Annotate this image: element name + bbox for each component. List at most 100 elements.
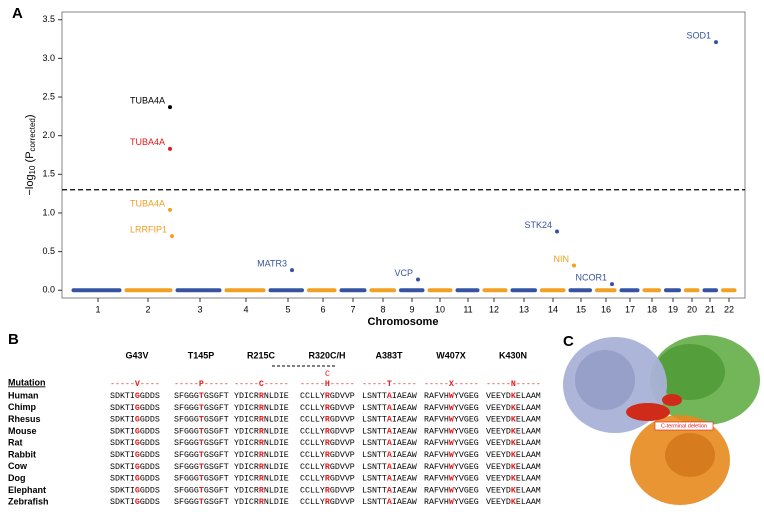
mutation-header: W407X (436, 350, 466, 360)
sequence: SFGGGTGSGFT (174, 451, 229, 460)
point (168, 146, 172, 151)
panel-label: C (563, 333, 574, 350)
sequence: SFGGGTGSGFT (174, 404, 229, 413)
x-tick-label: 12 (489, 304, 499, 314)
point (170, 234, 174, 239)
sequence: RAFVHWYVGEG (424, 475, 479, 484)
mutation-header: R215C (247, 350, 276, 360)
mutation-marker: -----P----- (174, 380, 229, 389)
chromosome-segment (510, 288, 537, 293)
sequence: VEEYDKELAAM (486, 487, 541, 496)
x-tick-label: 10 (435, 304, 445, 314)
point (168, 207, 172, 212)
x-tick-label: 1 (95, 304, 100, 314)
sequence: VEEYDKELAAM (486, 439, 541, 448)
point (714, 40, 718, 45)
mutation-header: R320C/H (308, 350, 345, 360)
sequence: CCLLYRGDVVP (300, 439, 355, 448)
sequence: RAFVHWYVGEG (424, 392, 479, 401)
panel-label: B (8, 331, 19, 348)
sequence: YDICRRNLDIE (234, 475, 289, 484)
point-label: NIN (554, 254, 570, 264)
sequence: SDKTIGGDDS (110, 451, 160, 460)
sequence: YDICRRNLDIE (234, 498, 289, 507)
chromosome-segment (702, 288, 718, 293)
chromosome-segment (664, 288, 681, 293)
sequence: SDKTIGGDDS (110, 463, 160, 472)
sequence: CCLLYRGDVVP (300, 498, 355, 507)
sequence: CCLLYRGDVVP (300, 463, 355, 472)
point-label: LRRFIP1 (130, 225, 167, 235)
sequence: LSNTTAIAEAW (362, 498, 417, 507)
species: Rhesus (8, 414, 41, 424)
sequence: VEEYDKELAAM (486, 392, 541, 401)
species: Mouse (8, 426, 37, 436)
sequence: RAFVHWYVGEG (424, 428, 479, 437)
species: Rat (8, 438, 23, 448)
sequence: SFGGGTGSGFT (174, 439, 229, 448)
sequence: YDICRRNLDIE (234, 392, 289, 401)
species: Cow (8, 461, 28, 471)
sequence: VEEYDKELAAM (486, 463, 541, 472)
chromosome-segment (339, 288, 367, 293)
x-tick-label: 18 (647, 304, 657, 314)
panel-label: A (12, 5, 23, 22)
sequence: RAFVHWYVGEG (424, 451, 479, 460)
sequence: CCLLYRGDVVP (300, 451, 355, 460)
point-label: NCOR1 (575, 272, 607, 282)
y-tick-label: 3.0 (42, 53, 55, 63)
y-tick-label: 3.5 (42, 14, 55, 24)
x-tick-label: 15 (576, 304, 586, 314)
y-tick-label: 2.5 (42, 91, 55, 101)
chromosome-segment (684, 288, 700, 293)
sequence: RAFVHWYVGEG (424, 439, 479, 448)
mutation-row-label: Mutation (8, 377, 46, 387)
x-tick-label: 11 (463, 304, 472, 314)
chromosome-segment (268, 288, 304, 293)
chromosome-segment (427, 288, 453, 293)
chromosome-segment (595, 288, 617, 293)
sequence: CCLLYRGDVVP (300, 416, 355, 425)
sequence: LSNTTAIAEAW (362, 404, 417, 413)
x-tick-label: 16 (601, 304, 611, 314)
sequence: LSNTTAIAEAW (362, 428, 417, 437)
chromosome-segment (482, 288, 508, 293)
sequence: LSNTTAIAEAW (362, 463, 417, 472)
chromosome-segment (540, 288, 566, 293)
plot-frame (61, 11, 746, 299)
point (168, 105, 172, 110)
chromosome-segment (455, 288, 480, 293)
mutation-marker: -----C----- (234, 380, 289, 389)
sequence: CCLLYRGDVVP (300, 392, 355, 401)
protein-structure (563, 335, 760, 505)
chromosome-segment (71, 288, 122, 293)
sequence: SFGGGTGSGFT (174, 416, 229, 425)
x-tick-label: 13 (519, 304, 529, 314)
sequence: SDKTIGGDDS (110, 404, 160, 413)
sequence: RAFVHWYVGEG (424, 487, 479, 496)
sequence: RAFVHWYVGEG (424, 416, 479, 425)
mutation-header: K430N (499, 350, 527, 360)
sequence: SFGGGTGSGFT (174, 463, 229, 472)
mutation-marker: -----X----- (424, 380, 479, 389)
x-tick-label: 6 (320, 304, 325, 314)
species: Zebrafish (8, 497, 49, 507)
species: Dog (8, 473, 26, 483)
x-tick-label: 20 (687, 304, 697, 314)
sequence: SDKTIGGDDS (110, 498, 160, 507)
annotation: C-terminal deletion (661, 423, 707, 429)
x-tick-label: 5 (285, 304, 290, 314)
sequence: YDICRRNLDIE (234, 439, 289, 448)
species: Rabbit (8, 449, 36, 459)
sequence: SDKTIGGDDS (110, 392, 160, 401)
point (416, 277, 420, 282)
species: Human (8, 390, 39, 400)
sequence: LSNTTAIAEAW (362, 416, 417, 425)
sequence: SFGGGTGSGFT (174, 498, 229, 507)
mutation-header: A383T (375, 350, 403, 360)
x-axis-label: Chromosome (368, 316, 439, 328)
x-tick-label: 17 (625, 304, 635, 314)
sequence: SFGGGTGSGFT (174, 428, 229, 437)
point-label: MATR3 (257, 259, 287, 269)
mutation-header: G43V (125, 350, 148, 360)
